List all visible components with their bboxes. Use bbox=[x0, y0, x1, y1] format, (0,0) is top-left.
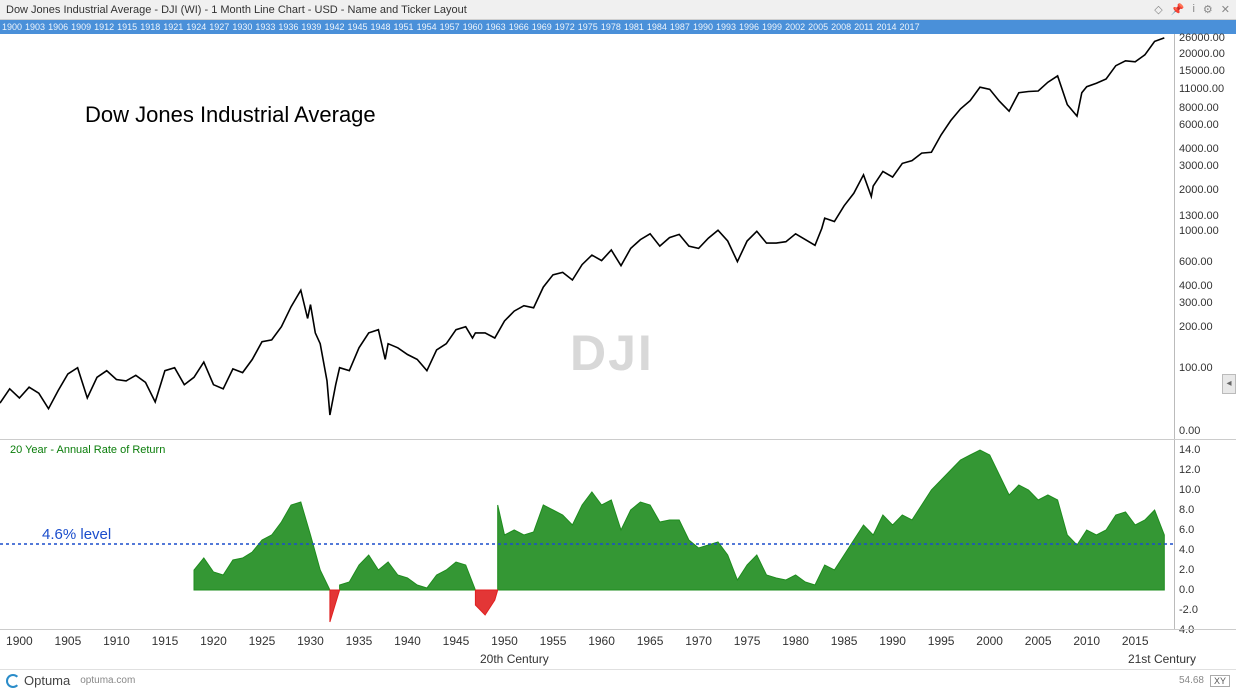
x-tick: 1995 bbox=[928, 634, 955, 648]
diamond-icon[interactable]: ◇ bbox=[1154, 3, 1162, 16]
footer-mode-badge[interactable]: XY bbox=[1210, 675, 1230, 687]
x-tick: 2005 bbox=[1025, 634, 1052, 648]
x-tick: 1930 bbox=[297, 634, 324, 648]
x-tick: 1985 bbox=[831, 634, 858, 648]
century-20-label: 20th Century bbox=[480, 652, 549, 666]
reference-line-label: 4.6% level bbox=[42, 526, 111, 543]
footer-right: 54.68 XY bbox=[1179, 675, 1230, 687]
sub-return-chart[interactable]: 20 Year - Annual Rate of Return 4.6% lev… bbox=[0, 439, 1236, 629]
footer-bar: Optuma optuma.com 54.68 XY bbox=[0, 669, 1236, 691]
brand-url: optuma.com bbox=[80, 675, 135, 686]
timeline-year-strip[interactable]: 1900190319061909191219151918192119241927… bbox=[0, 20, 1236, 34]
window-titlebar: Dow Jones Industrial Average - DJI (WI) … bbox=[0, 0, 1236, 20]
x-tick: 2010 bbox=[1073, 634, 1100, 648]
brand-logo[interactable]: Optuma optuma.com bbox=[6, 673, 135, 688]
x-tick: 1900 bbox=[6, 634, 33, 648]
x-tick: 1905 bbox=[55, 634, 82, 648]
settings-icon[interactable]: ⚙ bbox=[1203, 3, 1213, 16]
x-tick: 1910 bbox=[103, 634, 130, 648]
window-title: Dow Jones Industrial Average - DJI (WI) … bbox=[6, 4, 467, 16]
x-tick: 1965 bbox=[637, 634, 664, 648]
pin-icon[interactable]: 📌 bbox=[1171, 3, 1185, 16]
x-tick: 1935 bbox=[346, 634, 373, 648]
x-tick: 1990 bbox=[879, 634, 906, 648]
x-tick: 1925 bbox=[249, 634, 276, 648]
chart-container: Dow Jones Industrial Average DJI 0.00100… bbox=[0, 34, 1236, 669]
shared-x-axis: 20th Century 21st Century 1900 1905 1910 19… bbox=[0, 629, 1236, 669]
info-icon[interactable]: i bbox=[1192, 3, 1194, 16]
x-tick: 1970 bbox=[685, 634, 712, 648]
x-tick: 1955 bbox=[540, 634, 567, 648]
footer-value: 54.68 bbox=[1179, 675, 1204, 686]
x-tick: 1960 bbox=[588, 634, 615, 648]
x-tick: 1940 bbox=[394, 634, 421, 648]
close-icon[interactable]: ✕ bbox=[1221, 3, 1230, 16]
x-tick: 1920 bbox=[200, 634, 227, 648]
x-tick: 1945 bbox=[443, 634, 470, 648]
brand-name: Optuma bbox=[24, 673, 70, 688]
x-tick: 2015 bbox=[1122, 634, 1149, 648]
chart-title-label: Dow Jones Industrial Average bbox=[85, 102, 376, 128]
logo-mark-icon bbox=[6, 674, 20, 688]
expand-tab-icon[interactable]: ◂ bbox=[1222, 374, 1236, 394]
sub-y-axis: 4.0-2.00.02.04.06.08.010.012.014.0 bbox=[1174, 440, 1236, 630]
x-tick: 1950 bbox=[491, 634, 518, 648]
sub-chart-label: 20 Year - Annual Rate of Return bbox=[10, 444, 165, 456]
titlebar-icon-group: ◇ 📌 i ⚙ ✕ bbox=[1154, 3, 1230, 16]
century-21-label: 21st Century bbox=[1128, 652, 1196, 666]
x-tick: 1975 bbox=[734, 634, 761, 648]
ticker-watermark: DJI bbox=[570, 324, 654, 382]
main-price-chart[interactable]: Dow Jones Industrial Average DJI 0.00100… bbox=[0, 34, 1236, 439]
x-tick: 2000 bbox=[976, 634, 1003, 648]
x-tick: 1980 bbox=[782, 634, 809, 648]
x-tick: 1915 bbox=[152, 634, 179, 648]
